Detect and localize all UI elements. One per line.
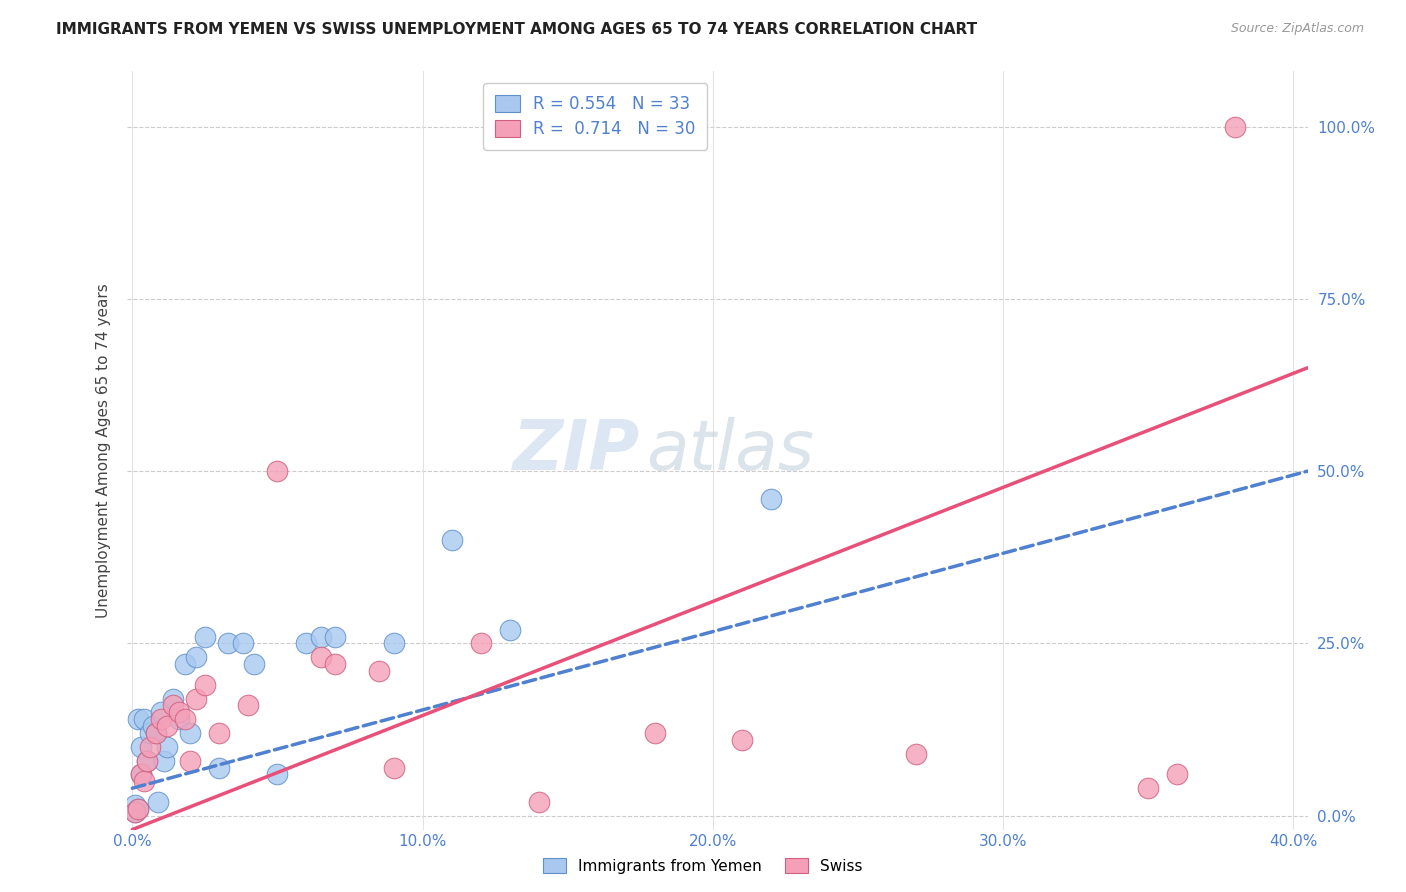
Point bbox=[129, 767, 152, 781]
Point bbox=[208, 760, 231, 774]
Point bbox=[132, 712, 155, 726]
Text: Source: ZipAtlas.com: Source: ZipAtlas.com bbox=[1230, 22, 1364, 36]
Point bbox=[266, 767, 288, 781]
Point bbox=[127, 802, 149, 816]
Point bbox=[238, 698, 260, 713]
Point bbox=[132, 774, 155, 789]
Point bbox=[1223, 120, 1246, 134]
Point bbox=[162, 691, 184, 706]
Point bbox=[325, 630, 347, 644]
Point bbox=[129, 739, 152, 754]
Point bbox=[139, 726, 162, 740]
Point bbox=[309, 630, 332, 644]
Point bbox=[124, 798, 146, 813]
Point bbox=[382, 636, 405, 650]
Point bbox=[124, 805, 146, 820]
Point bbox=[232, 636, 254, 650]
Point bbox=[208, 726, 231, 740]
Point bbox=[173, 657, 195, 672]
Point bbox=[150, 706, 173, 720]
Point bbox=[127, 712, 149, 726]
Point bbox=[186, 650, 208, 665]
Point bbox=[498, 623, 520, 637]
Text: ZIP: ZIP bbox=[513, 417, 640, 484]
Point bbox=[145, 726, 167, 740]
Point bbox=[382, 760, 405, 774]
Point bbox=[1136, 781, 1159, 796]
Point bbox=[139, 739, 162, 754]
Point bbox=[135, 754, 157, 768]
Y-axis label: Unemployment Among Ages 65 to 74 years: Unemployment Among Ages 65 to 74 years bbox=[96, 283, 111, 618]
Point bbox=[325, 657, 347, 672]
Point bbox=[904, 747, 927, 761]
Text: IMMIGRANTS FROM YEMEN VS SWISS UNEMPLOYMENT AMONG AGES 65 TO 74 YEARS CORRELATIO: IMMIGRANTS FROM YEMEN VS SWISS UNEMPLOYM… bbox=[56, 22, 977, 37]
Point bbox=[179, 754, 201, 768]
Point bbox=[194, 630, 217, 644]
Point bbox=[162, 698, 184, 713]
Point bbox=[124, 805, 146, 820]
Point bbox=[179, 726, 201, 740]
Text: atlas: atlas bbox=[647, 417, 814, 484]
Legend: Immigrants from Yemen, Swiss: Immigrants from Yemen, Swiss bbox=[537, 852, 869, 880]
Point bbox=[527, 795, 550, 809]
Point bbox=[156, 739, 179, 754]
Point bbox=[150, 712, 173, 726]
Point bbox=[243, 657, 266, 672]
Point bbox=[186, 691, 208, 706]
Point bbox=[129, 767, 152, 781]
Point bbox=[194, 678, 217, 692]
Point bbox=[266, 464, 288, 478]
Point bbox=[295, 636, 318, 650]
Point bbox=[142, 719, 165, 733]
Point bbox=[127, 802, 149, 816]
Point bbox=[167, 712, 190, 726]
Point bbox=[145, 726, 167, 740]
Point bbox=[759, 491, 782, 506]
Point bbox=[148, 795, 170, 809]
Point bbox=[470, 636, 492, 650]
Point bbox=[731, 733, 754, 747]
Point bbox=[167, 706, 190, 720]
Legend: R = 0.554   N = 33, R =  0.714   N = 30: R = 0.554 N = 33, R = 0.714 N = 30 bbox=[484, 84, 707, 150]
Point bbox=[368, 664, 391, 678]
Point bbox=[153, 754, 176, 768]
Point bbox=[217, 636, 239, 650]
Point bbox=[135, 754, 157, 768]
Point bbox=[173, 712, 195, 726]
Point bbox=[309, 650, 332, 665]
Point bbox=[1166, 767, 1188, 781]
Point bbox=[644, 726, 666, 740]
Point bbox=[156, 719, 179, 733]
Point bbox=[440, 533, 463, 547]
